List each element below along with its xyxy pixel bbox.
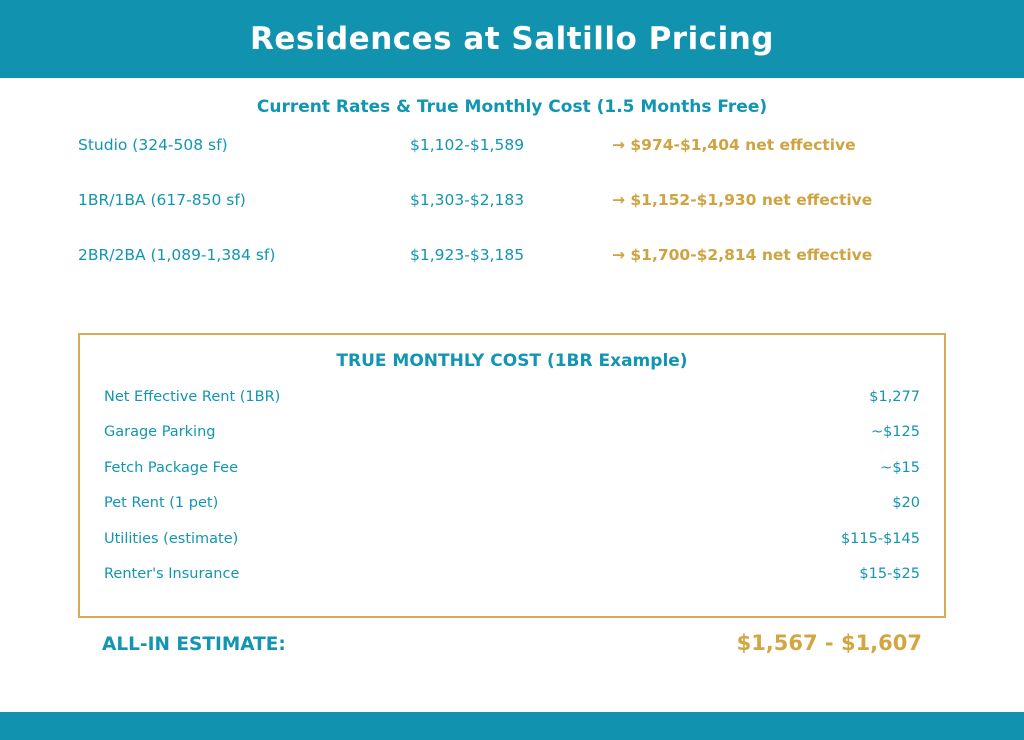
- cost-item-value: $15-$25: [859, 566, 920, 583]
- list-item: Fetch Package Fee ~$15: [104, 450, 920, 486]
- cost-item-label: Renter's Insurance: [104, 566, 240, 583]
- table-row: Studio (324-508 sf) $1,102-$1,589 → $974…: [78, 136, 958, 156]
- list-item: Utilities (estimate) $115-$145: [104, 521, 920, 557]
- cost-item-value: $115-$145: [840, 530, 920, 547]
- net-effective-value: → $1,700-$2,814 net effective: [612, 246, 873, 264]
- price-range-value: $1,102-$1,589: [410, 136, 525, 154]
- cost-item-label: Fetch Package Fee: [104, 459, 239, 476]
- table-row: 2BR/2BA (1,089-1,384 sf) $1,923-$3,185 →…: [78, 246, 958, 266]
- unit-type-label: Studio (324-508 sf): [78, 136, 228, 154]
- footer-banner: [0, 712, 1024, 740]
- all-in-estimate-value: $1,567 - $1,607: [736, 631, 922, 655]
- unit-type-label: 1BR/1BA (617-850 sf): [78, 191, 246, 209]
- cost-item-value: ~$125: [870, 424, 920, 441]
- cost-item-label: Pet Rent (1 pet): [104, 495, 219, 512]
- cost-box-title: TRUE MONTHLY COST (1BR Example): [336, 351, 688, 371]
- page-title: Residences at Saltillo Pricing: [250, 21, 774, 57]
- all-in-estimate-label: ALL-IN ESTIMATE:: [102, 634, 286, 655]
- header-banner: Residences at Saltillo Pricing: [0, 0, 1024, 78]
- price-range-value: $1,303-$2,183: [410, 191, 525, 209]
- cost-item-label: Garage Parking: [104, 424, 216, 441]
- cost-item-value: $1,277: [869, 388, 920, 405]
- cost-item-value: $20: [892, 495, 920, 512]
- list-item: Net Effective Rent (1BR) $1,277: [104, 379, 920, 415]
- rates-table: Studio (324-508 sf) $1,102-$1,589 → $974…: [78, 136, 958, 301]
- cost-rows: Net Effective Rent (1BR) $1,277 Garage P…: [104, 379, 920, 592]
- list-item: Garage Parking ~$125: [104, 415, 920, 451]
- net-effective-value: → $1,152-$1,930 net effective: [612, 191, 873, 209]
- unit-type-label: 2BR/2BA (1,089-1,384 sf): [78, 246, 276, 264]
- price-range-value: $1,923-$3,185: [410, 246, 525, 264]
- cost-item-label: Utilities (estimate): [104, 530, 239, 547]
- cost-item-value: ~$15: [880, 459, 920, 476]
- true-monthly-cost-box: TRUE MONTHLY COST (1BR Example) Net Effe…: [78, 333, 946, 618]
- list-item: Pet Rent (1 pet) $20: [104, 486, 920, 522]
- table-row: 1BR/1BA (617-850 sf) $1,303-$2,183 → $1,…: [78, 191, 958, 211]
- all-in-estimate-row: ALL-IN ESTIMATE: $1,567 - $1,607: [102, 631, 922, 655]
- cost-item-label: Net Effective Rent (1BR): [104, 388, 281, 405]
- rates-subtitle: Current Rates & True Monthly Cost (1.5 M…: [256, 97, 768, 117]
- list-item: Renter's Insurance $15-$25: [104, 557, 920, 593]
- net-effective-value: → $974-$1,404 net effective: [612, 136, 856, 154]
